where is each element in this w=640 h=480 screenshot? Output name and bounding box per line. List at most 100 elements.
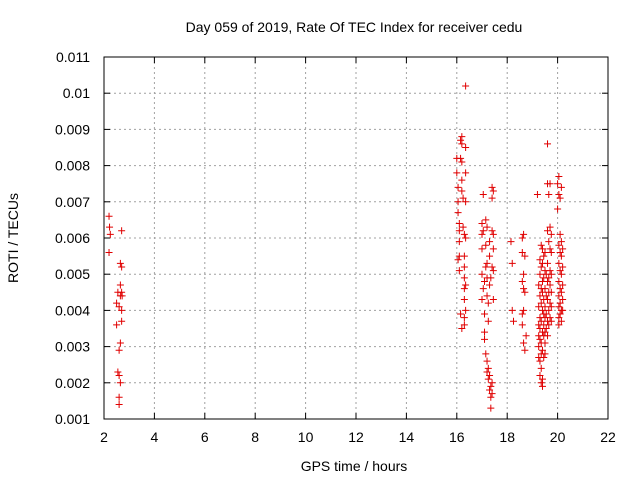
data-point bbox=[462, 144, 470, 151]
data-point bbox=[557, 288, 565, 296]
data-point bbox=[479, 191, 487, 199]
data-point bbox=[105, 212, 113, 220]
y-tick-label: 0.006 bbox=[55, 230, 90, 246]
data-point bbox=[557, 183, 565, 191]
data-point bbox=[538, 306, 546, 314]
data-point bbox=[556, 285, 564, 293]
plot-frame bbox=[103, 56, 609, 420]
data-point bbox=[540, 353, 548, 361]
data-point bbox=[488, 194, 496, 202]
data-point bbox=[546, 223, 554, 231]
data-point bbox=[536, 270, 544, 278]
data-point bbox=[458, 176, 466, 184]
data-point bbox=[544, 140, 552, 148]
data-point bbox=[521, 252, 529, 260]
y-tick-label: 0.011 bbox=[56, 49, 90, 65]
x-tick-label: 8 bbox=[251, 429, 259, 445]
data-point bbox=[478, 270, 486, 278]
data-point bbox=[541, 248, 549, 256]
data-point bbox=[460, 314, 468, 322]
data-point bbox=[508, 259, 516, 267]
data-point bbox=[482, 216, 490, 224]
data-point bbox=[488, 379, 496, 387]
data-point bbox=[541, 339, 549, 347]
data-point bbox=[518, 277, 526, 285]
data-point bbox=[483, 368, 491, 376]
data-point bbox=[459, 223, 467, 231]
data-point bbox=[462, 169, 470, 177]
data-point bbox=[538, 245, 546, 253]
data-point bbox=[118, 227, 126, 235]
data-point bbox=[520, 230, 528, 238]
data-point bbox=[556, 310, 564, 318]
data-point bbox=[478, 245, 486, 253]
data-point bbox=[482, 350, 490, 358]
data-point bbox=[455, 238, 463, 246]
data-point bbox=[547, 230, 555, 238]
x-tick-label: 18 bbox=[499, 429, 515, 445]
data-point bbox=[555, 303, 563, 311]
data-point bbox=[545, 274, 553, 282]
data-point bbox=[489, 187, 497, 195]
data-point bbox=[489, 245, 497, 253]
data-point bbox=[116, 259, 124, 267]
data-point bbox=[118, 288, 126, 296]
data-point bbox=[555, 321, 563, 329]
data-point bbox=[482, 241, 490, 249]
data-point bbox=[557, 270, 565, 278]
data-point bbox=[545, 321, 553, 329]
data-point bbox=[555, 292, 563, 300]
data-point bbox=[479, 285, 487, 293]
data-point bbox=[555, 191, 563, 199]
data-point bbox=[520, 285, 528, 293]
data-point bbox=[542, 310, 550, 318]
data-point bbox=[457, 136, 465, 144]
data-point bbox=[507, 238, 515, 246]
x-tick-label: 12 bbox=[348, 429, 364, 445]
data-point bbox=[518, 321, 526, 329]
data-point bbox=[478, 296, 486, 304]
y-tick-label: 0.005 bbox=[55, 266, 90, 282]
data-point bbox=[538, 382, 546, 390]
data-point bbox=[488, 263, 496, 271]
data-point bbox=[458, 158, 466, 166]
data-point bbox=[518, 310, 526, 318]
y-tick-label: 0.008 bbox=[55, 158, 90, 174]
y-tick-label: 0.001 bbox=[55, 411, 90, 427]
data-point bbox=[458, 325, 466, 332]
x-tick-label: 22 bbox=[600, 429, 616, 445]
x-tick-label: 6 bbox=[201, 429, 209, 445]
data-point bbox=[545, 306, 553, 314]
data-point bbox=[556, 248, 564, 256]
x-tick-label: 10 bbox=[298, 429, 314, 445]
data-point bbox=[455, 220, 463, 228]
data-point bbox=[541, 303, 549, 311]
data-point bbox=[486, 238, 494, 246]
data-point bbox=[454, 198, 462, 206]
data-point bbox=[462, 281, 470, 289]
data-point bbox=[488, 390, 496, 398]
data-point bbox=[521, 346, 529, 354]
data-point bbox=[557, 317, 565, 325]
data-point bbox=[535, 303, 543, 311]
data-point bbox=[454, 183, 462, 191]
data-point bbox=[518, 234, 526, 242]
data-point bbox=[106, 230, 114, 238]
data-point bbox=[453, 169, 461, 177]
data-point bbox=[457, 154, 465, 162]
data-point bbox=[460, 252, 468, 260]
data-point bbox=[559, 281, 567, 289]
data-point bbox=[544, 332, 552, 340]
data-point bbox=[542, 325, 550, 332]
data-point bbox=[483, 259, 491, 267]
data-point bbox=[536, 372, 544, 380]
data-point bbox=[547, 248, 555, 256]
data-point bbox=[521, 288, 529, 296]
data-point bbox=[538, 346, 546, 354]
data-point bbox=[486, 372, 494, 380]
data-point bbox=[113, 299, 121, 307]
data-point bbox=[484, 317, 492, 325]
data-point bbox=[116, 281, 124, 289]
data-point bbox=[554, 205, 562, 213]
data-point bbox=[458, 140, 466, 148]
